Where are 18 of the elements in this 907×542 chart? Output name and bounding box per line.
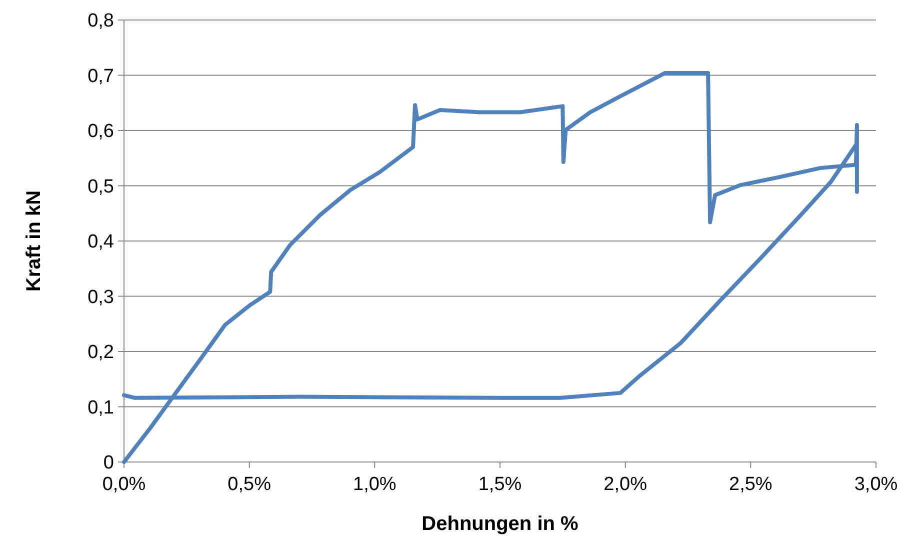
y-tick-label: 0,4 [88,232,114,253]
x-tick-label: 1,0% [353,474,396,495]
y-tick-label: 0,6 [88,121,114,142]
y-axis-title: Kraft in kN [23,190,45,292]
x-tick-label: 3,0% [854,474,898,495]
y-tick-label: 0 [103,452,114,474]
x-tick-label: 0,0% [102,474,146,495]
y-tick-label: 0,2 [88,342,114,364]
y-tick-label: 0,3 [88,286,114,308]
y-tick-label: 0,5 [88,176,114,198]
y-tick-label: 0,8 [88,10,114,32]
y-tick-label: 0,1 [88,397,114,418]
x-axis-title: Dehnungen in % [422,513,579,535]
x-tick-label: 0,5% [228,474,272,495]
y-tick-label: 0,7 [88,66,114,87]
x-tick-label: 1,5% [478,474,522,495]
x-tick-label: 2,0% [604,474,648,495]
x-tick-label: 2,5% [729,474,772,495]
